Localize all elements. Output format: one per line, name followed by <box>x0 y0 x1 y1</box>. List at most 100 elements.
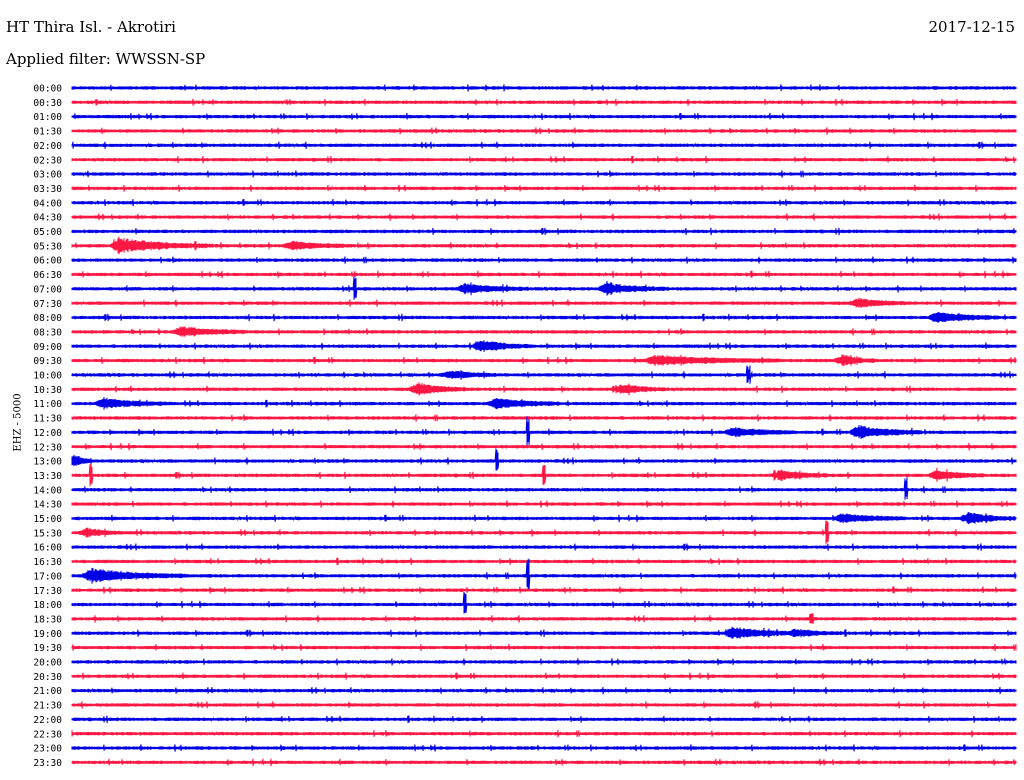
trace-0230 <box>71 155 1017 164</box>
row-label: 03:00 <box>33 170 62 181</box>
row-label: 23:30 <box>33 758 62 769</box>
row-label: 21:00 <box>33 686 62 697</box>
trace-0100 <box>71 112 1017 121</box>
row-label: 10:30 <box>33 385 62 396</box>
trace-0400 <box>71 198 1017 207</box>
trace-2300 <box>71 744 1017 752</box>
row-label: 01:30 <box>33 127 62 138</box>
row-label: 17:00 <box>33 571 62 582</box>
trace-0930 <box>71 354 1017 367</box>
trace-0030 <box>71 98 1017 106</box>
row-label: 01:00 <box>33 112 62 123</box>
row-label: 14:00 <box>33 485 62 496</box>
row-label: 09:00 <box>33 342 62 353</box>
row-label: 11:00 <box>33 399 62 410</box>
trace-1000 <box>71 365 1017 384</box>
trace-1330 <box>71 463 1017 487</box>
trace-0300 <box>71 170 1017 178</box>
trace-2200 <box>71 715 1017 724</box>
trace-0630 <box>71 270 1017 279</box>
row-label: 06:30 <box>33 270 62 281</box>
row-label: 21:30 <box>33 701 62 712</box>
row-label: 05:00 <box>33 227 62 238</box>
trace-0830 <box>71 326 1017 337</box>
row-label: 16:30 <box>33 557 62 568</box>
row-label: 00:00 <box>33 84 62 95</box>
row-label: 04:00 <box>33 198 62 209</box>
trace-1430 <box>71 500 1017 508</box>
trace-0500 <box>71 227 1017 236</box>
trace-1500 <box>71 511 1017 525</box>
row-label: 13:00 <box>33 457 62 468</box>
trace-1830 <box>71 613 1017 624</box>
row-label: 08:00 <box>33 313 62 324</box>
date-label: 2017-12-15 <box>928 18 1015 36</box>
trace-0200 <box>71 141 1017 150</box>
trace-2030 <box>71 672 1017 680</box>
row-label: 18:30 <box>33 614 62 625</box>
row-label: 13:30 <box>33 471 62 482</box>
trace-2130 <box>71 701 1017 709</box>
row-label: 20:30 <box>33 672 62 683</box>
trace-0730 <box>71 297 1017 308</box>
filter-label: Applied filter: WWSSN-SP <box>6 50 206 68</box>
row-label: 11:30 <box>33 414 62 425</box>
row-label: 12:30 <box>33 442 62 453</box>
row-label: 10:00 <box>33 371 62 382</box>
trace-0130 <box>71 127 1017 135</box>
row-label: 03:30 <box>33 184 62 195</box>
trace-2000 <box>71 658 1017 666</box>
trace-1100 <box>71 397 1017 410</box>
trace-0530 <box>71 236 1017 255</box>
row-label: 07:00 <box>33 284 62 295</box>
trace-1400 <box>71 477 1017 500</box>
trace-1030 <box>71 382 1017 396</box>
trace-1730 <box>71 586 1017 594</box>
row-label: 09:30 <box>33 356 62 367</box>
trace-0430 <box>71 213 1017 221</box>
trace-0600 <box>71 256 1017 264</box>
trace-1630 <box>71 557 1017 566</box>
row-label: 14:30 <box>33 500 62 511</box>
trace-1600 <box>71 543 1017 551</box>
row-label: 22:30 <box>33 729 62 740</box>
row-label: 02:00 <box>33 141 62 152</box>
trace-0330 <box>71 184 1017 193</box>
trace-1930 <box>71 643 1017 652</box>
trace-2230 <box>71 729 1017 738</box>
row-label: 19:30 <box>33 643 62 654</box>
row-label: 15:00 <box>33 514 62 525</box>
trace-1300 <box>71 448 1017 471</box>
row-label: 06:00 <box>33 256 62 267</box>
station-title: HT Thira Isl. - Akrotiri <box>6 18 176 36</box>
row-label: 23:00 <box>33 744 62 755</box>
trace-2330 <box>71 758 1017 767</box>
trace-1530 <box>71 520 1017 545</box>
trace-1700 <box>71 558 1017 592</box>
trace-2100 <box>71 686 1017 695</box>
row-label: 02:30 <box>33 155 62 166</box>
row-label: 05:30 <box>33 241 62 252</box>
row-label: 07:30 <box>33 299 62 310</box>
trace-1800 <box>71 591 1017 614</box>
trace-0800 <box>71 311 1017 323</box>
trace-1900 <box>71 626 1017 639</box>
row-label: 00:30 <box>33 98 62 109</box>
trace-0000 <box>71 84 1017 92</box>
row-label: 16:00 <box>33 543 62 554</box>
trace-1230 <box>71 442 1017 451</box>
row-label: 17:30 <box>33 586 62 597</box>
trace-0900 <box>71 340 1017 353</box>
row-label: 22:00 <box>33 715 62 726</box>
row-label: 12:00 <box>33 428 62 439</box>
trace-0700 <box>71 276 1017 300</box>
row-label: 15:30 <box>33 528 62 539</box>
trace-1130 <box>71 414 1017 422</box>
row-label: 19:00 <box>33 629 62 640</box>
trace-1200 <box>71 416 1017 446</box>
row-label: 18:00 <box>33 600 62 611</box>
row-label: 20:00 <box>33 658 62 669</box>
row-label: 04:30 <box>33 213 62 224</box>
row-label: 08:30 <box>33 327 62 338</box>
